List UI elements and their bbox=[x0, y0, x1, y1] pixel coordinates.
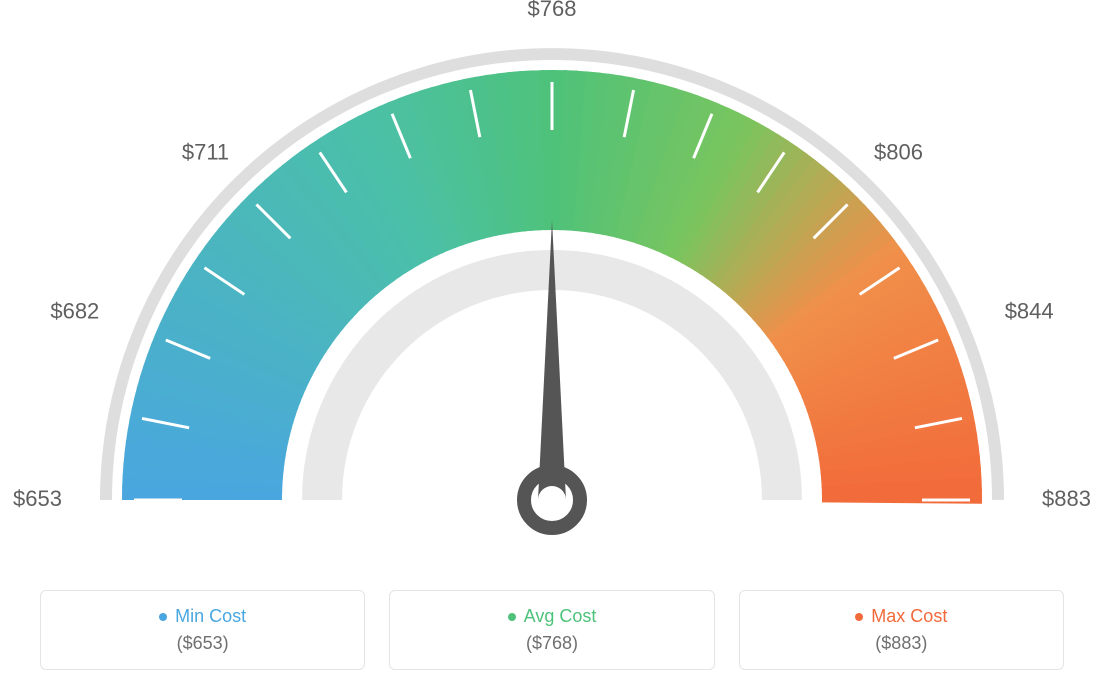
legend-label-avg: Avg Cost bbox=[508, 606, 597, 627]
legend-value-max: ($883) bbox=[875, 633, 927, 654]
svg-text:$768: $768 bbox=[528, 0, 577, 21]
svg-text:$653: $653 bbox=[13, 486, 62, 511]
legend-card-avg: Avg Cost ($768) bbox=[389, 590, 714, 670]
legend-card-min: Min Cost ($653) bbox=[40, 590, 365, 670]
dot-icon bbox=[508, 613, 516, 621]
legend-label-text: Avg Cost bbox=[524, 606, 597, 627]
legend-label-min: Min Cost bbox=[159, 606, 246, 627]
svg-text:$711: $711 bbox=[182, 139, 229, 164]
svg-text:$883: $883 bbox=[1042, 486, 1091, 511]
dot-icon bbox=[159, 613, 167, 621]
legend-label-text: Min Cost bbox=[175, 606, 246, 627]
svg-text:$844: $844 bbox=[1005, 298, 1054, 323]
legend-label-text: Max Cost bbox=[871, 606, 947, 627]
legend-card-max: Max Cost ($883) bbox=[739, 590, 1064, 670]
dot-icon bbox=[855, 613, 863, 621]
legend-row: Min Cost ($653) Avg Cost ($768) Max Cost… bbox=[0, 580, 1104, 690]
legend-label-max: Max Cost bbox=[855, 606, 947, 627]
cost-gauge: $653 $682 $711 $768 $806 $844 $883 bbox=[0, 0, 1104, 560]
legend-value-avg: ($768) bbox=[526, 633, 578, 654]
svg-text:$682: $682 bbox=[50, 298, 99, 323]
svg-text:$806: $806 bbox=[874, 139, 923, 164]
legend-value-min: ($653) bbox=[177, 633, 229, 654]
